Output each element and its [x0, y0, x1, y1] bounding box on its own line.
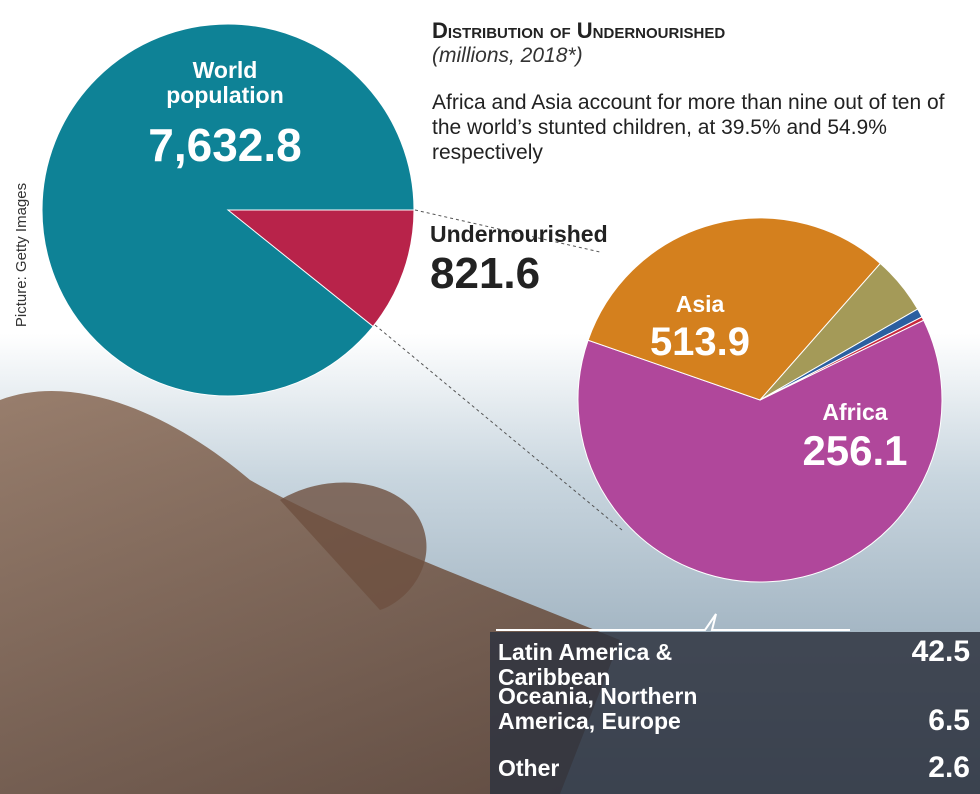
legend-label: Latin America & Caribbean — [498, 639, 673, 691]
slice-label: Africa — [822, 399, 888, 425]
legend-value: 6.5 — [928, 704, 970, 737]
pie-slice — [759, 316, 925, 401]
legend-value: 2.6 — [928, 751, 970, 784]
slice-value: 7,632.8 — [148, 119, 302, 171]
subtitle: (millions, 2018*) — [432, 44, 583, 67]
legend-label: Oceania, Northern America, Europe — [498, 683, 698, 735]
slice-value: 256.1 — [802, 427, 908, 474]
slice-label: Asia — [675, 291, 725, 317]
slice-label: Undernourished — [430, 221, 608, 247]
legend-value: 42.5 — [911, 635, 970, 668]
credit: Picture: Getty Images — [13, 183, 30, 327]
legend-label: Other — [498, 755, 560, 781]
pie-slice — [577, 319, 943, 583]
photo-figure — [0, 391, 620, 794]
slice-label: World population — [166, 57, 284, 109]
connector — [414, 209, 601, 253]
pie-slice — [587, 217, 882, 401]
legend-panel — [490, 632, 980, 794]
bracket — [496, 613, 850, 631]
annotation: Africa and Asia account for more than ni… — [432, 91, 945, 165]
photo-arm — [280, 482, 427, 610]
pie-slice — [226, 209, 415, 328]
slice-value: 513.9 — [649, 320, 751, 364]
chart-title: Distribution of Undernourished — [432, 18, 725, 43]
slice-value: 821.6 — [430, 249, 541, 298]
